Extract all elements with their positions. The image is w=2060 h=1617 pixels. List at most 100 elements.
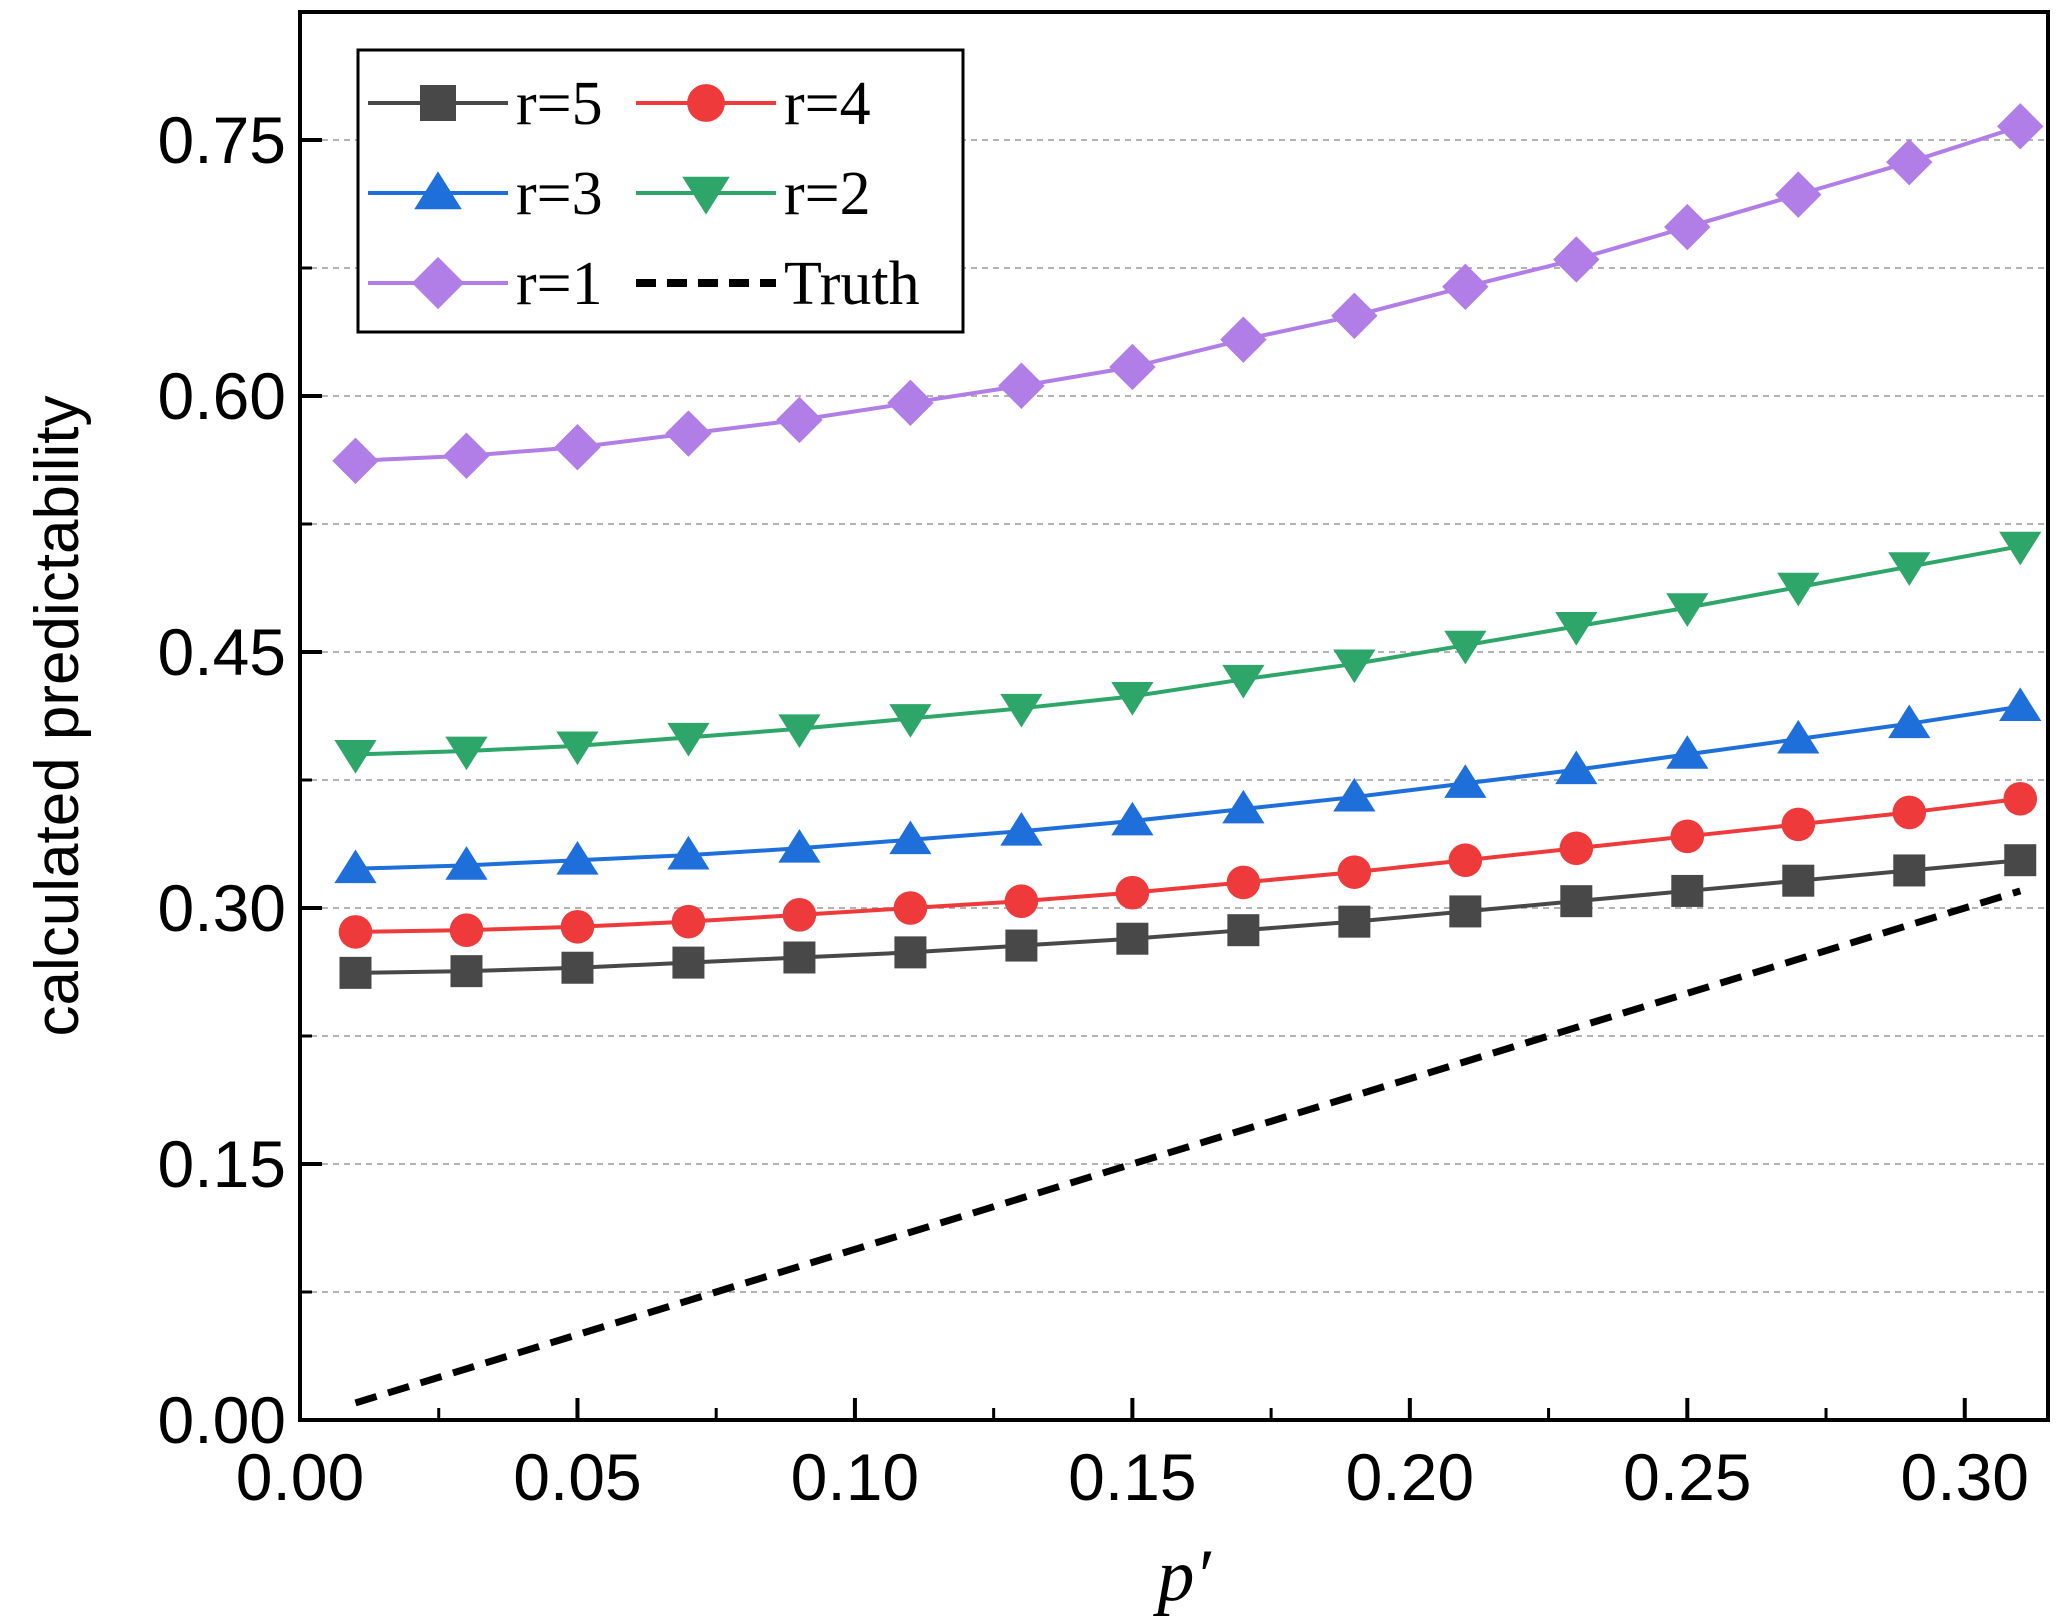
data-point bbox=[1671, 874, 1704, 907]
series-r4 bbox=[338, 781, 2038, 949]
legend-label: r=4 bbox=[784, 70, 871, 138]
x-tick-label: 0.20 bbox=[1346, 1440, 1474, 1514]
data-point bbox=[560, 909, 595, 944]
series-r5 bbox=[339, 844, 2037, 989]
data-point bbox=[672, 946, 705, 979]
data-point bbox=[887, 379, 934, 427]
data-point bbox=[1999, 687, 2042, 722]
series-layer bbox=[332, 103, 2044, 1407]
legend-marker bbox=[682, 176, 730, 215]
series-line bbox=[355, 544, 2021, 757]
data-point bbox=[1220, 316, 1267, 363]
legend-label: r=3 bbox=[516, 160, 603, 228]
data-point bbox=[2004, 844, 2037, 877]
data-point bbox=[1888, 552, 1931, 586]
data-point bbox=[443, 432, 490, 479]
data-point bbox=[1109, 343, 1156, 391]
series-line bbox=[355, 796, 2021, 934]
data-point bbox=[556, 841, 599, 875]
series-line bbox=[355, 124, 2021, 463]
y-tick-label: 0.45 bbox=[158, 615, 286, 689]
data-point bbox=[334, 740, 377, 774]
data-point bbox=[1115, 875, 1150, 910]
data-point bbox=[1116, 922, 1149, 955]
data-point bbox=[1442, 263, 1489, 310]
data-point bbox=[776, 396, 823, 444]
data-point bbox=[339, 956, 372, 989]
data-point bbox=[556, 731, 599, 766]
data-point bbox=[450, 955, 483, 988]
data-point bbox=[1111, 801, 1154, 836]
legend-marker bbox=[420, 85, 456, 121]
x-tick-label: 0.30 bbox=[1901, 1440, 2029, 1514]
y-tick-label: 0.00 bbox=[158, 1383, 286, 1457]
data-point bbox=[338, 915, 373, 949]
x-tick-label: 0.00 bbox=[236, 1440, 364, 1514]
series-line bbox=[354, 887, 2022, 1407]
data-point bbox=[1555, 750, 1598, 785]
data-point bbox=[1222, 664, 1265, 699]
data-point bbox=[445, 846, 488, 880]
y-tick-label: 0.30 bbox=[158, 871, 286, 945]
data-point bbox=[1226, 865, 1261, 900]
legend-item: r=1 bbox=[368, 250, 603, 318]
data-point bbox=[2003, 781, 2038, 816]
data-point bbox=[667, 835, 710, 870]
legend-label: Truth bbox=[784, 250, 920, 318]
data-point bbox=[1553, 236, 1600, 283]
data-point bbox=[665, 410, 712, 457]
legend-item: Truth bbox=[636, 250, 920, 318]
data-point bbox=[1777, 572, 1820, 607]
x-tick-label: 0.05 bbox=[513, 1440, 641, 1514]
data-point bbox=[449, 913, 484, 947]
data-point bbox=[1444, 764, 1487, 798]
data-point bbox=[1664, 203, 1711, 251]
data-point bbox=[332, 437, 379, 485]
legend-item: r=5 bbox=[368, 70, 603, 138]
data-point bbox=[1560, 885, 1593, 918]
y-tick-label: 0.15 bbox=[158, 1127, 286, 1201]
legend-label: r=5 bbox=[516, 70, 603, 138]
legend-label: r=1 bbox=[516, 250, 603, 318]
y-tick-label: 0.60 bbox=[158, 359, 286, 433]
data-point bbox=[1000, 812, 1043, 846]
data-point bbox=[893, 891, 928, 925]
data-point bbox=[998, 362, 1045, 409]
data-point bbox=[1666, 593, 1709, 627]
y-axis-title: calculated predictability bbox=[23, 395, 92, 1036]
data-point bbox=[1005, 929, 1038, 962]
plot-frame bbox=[298, 10, 2050, 1422]
data-point bbox=[782, 898, 817, 932]
data-point bbox=[1999, 531, 2042, 566]
legend-label: r=2 bbox=[784, 160, 871, 228]
data-point bbox=[667, 722, 710, 757]
data-point bbox=[1227, 914, 1260, 947]
series-r2 bbox=[334, 531, 2042, 774]
data-point bbox=[1782, 864, 1815, 897]
data-point bbox=[1666, 735, 1709, 769]
data-point bbox=[1775, 171, 1822, 218]
data-point bbox=[445, 736, 488, 771]
legend-marker bbox=[411, 256, 465, 310]
series-r1 bbox=[332, 103, 2044, 485]
legend-item: r=4 bbox=[636, 70, 871, 138]
data-point bbox=[561, 951, 594, 984]
data-point bbox=[894, 936, 927, 969]
data-point bbox=[1888, 704, 1931, 739]
legend-item: r=3 bbox=[368, 160, 603, 228]
data-point bbox=[889, 820, 932, 855]
data-point bbox=[1893, 854, 1926, 887]
data-point bbox=[1886, 138, 1933, 186]
x-tick-label: 0.25 bbox=[1623, 1440, 1751, 1514]
data-point bbox=[554, 424, 601, 471]
data-point bbox=[1559, 831, 1594, 866]
axis-ticks: 0.00 0.05 0.10 0.15 0.20 0.25 0.30 0.00 0.15 0.30… bbox=[158, 103, 2029, 1514]
x-tick-label: 0.10 bbox=[791, 1440, 919, 1514]
data-point bbox=[1448, 843, 1483, 878]
data-point bbox=[1111, 681, 1154, 716]
series-r3 bbox=[334, 687, 2042, 884]
x-tick-label: 0.15 bbox=[1068, 1440, 1196, 1514]
data-point bbox=[671, 904, 706, 939]
data-point bbox=[1997, 103, 2044, 150]
